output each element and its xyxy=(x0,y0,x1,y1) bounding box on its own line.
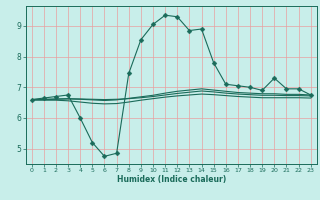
X-axis label: Humidex (Indice chaleur): Humidex (Indice chaleur) xyxy=(116,175,226,184)
